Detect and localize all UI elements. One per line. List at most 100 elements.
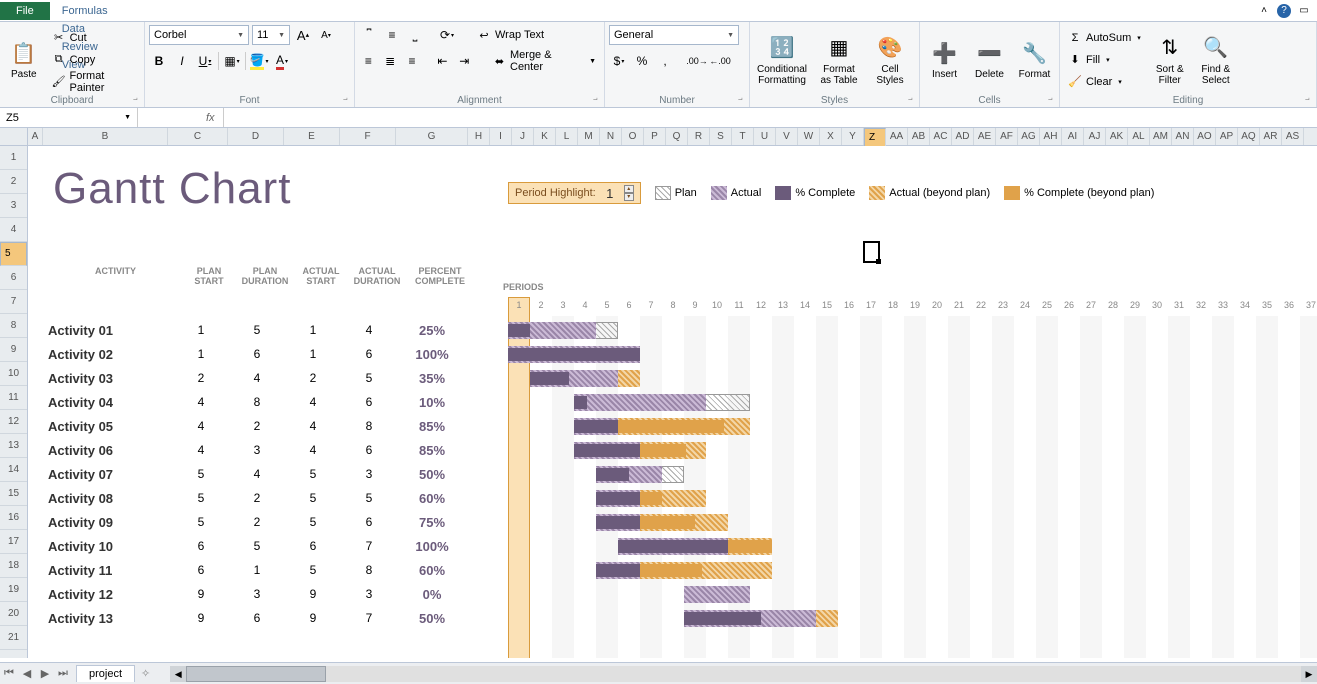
conditional-formatting-button[interactable]: 🔢Conditional Formatting bbox=[754, 25, 810, 94]
row-header-16[interactable]: 16 bbox=[0, 506, 27, 530]
row-header-17[interactable]: 17 bbox=[0, 530, 27, 554]
tab-nav-last[interactable]: ⏭ bbox=[54, 667, 72, 680]
row-header-6[interactable]: 6 bbox=[0, 266, 27, 290]
row-header-5[interactable]: 5 bbox=[0, 242, 27, 266]
row-header-11[interactable]: 11 bbox=[0, 386, 27, 410]
col-header-K[interactable]: K bbox=[534, 128, 556, 145]
col-header-G[interactable]: G bbox=[396, 128, 468, 145]
row-header-4[interactable]: 4 bbox=[0, 218, 27, 242]
align-right-button[interactable]: ≡ bbox=[403, 51, 422, 71]
col-header-B[interactable]: B bbox=[43, 128, 168, 145]
underline-button[interactable]: U bbox=[195, 51, 215, 71]
spin-down-button[interactable]: ▾ bbox=[624, 193, 634, 201]
col-header-E[interactable]: E bbox=[284, 128, 340, 145]
border-button[interactable]: ▦ bbox=[222, 51, 242, 71]
col-header-I[interactable]: I bbox=[490, 128, 512, 145]
format-as-table-button[interactable]: ▦Format as Table bbox=[814, 25, 864, 94]
col-header-A[interactable]: A bbox=[28, 128, 43, 145]
scroll-left-button[interactable]: ◀ bbox=[170, 666, 186, 682]
align-center-button[interactable]: ≣ bbox=[381, 51, 400, 71]
col-header-AF[interactable]: AF bbox=[996, 128, 1018, 145]
spin-up-button[interactable]: ▴ bbox=[624, 185, 634, 193]
col-header-AB[interactable]: AB bbox=[908, 128, 930, 145]
align-middle-button[interactable]: ≡ bbox=[382, 25, 402, 45]
tab-nav-first[interactable]: ⏮ bbox=[0, 667, 18, 680]
minimize-ribbon-icon[interactable]: ˄ bbox=[1257, 4, 1271, 18]
col-header-AK[interactable]: AK bbox=[1106, 128, 1128, 145]
col-header-U[interactable]: U bbox=[754, 128, 776, 145]
number-format-select[interactable]: General▼ bbox=[609, 25, 739, 45]
scroll-thumb[interactable] bbox=[186, 666, 326, 682]
font-name-select[interactable]: Corbel▼ bbox=[149, 25, 249, 45]
paste-button[interactable]: 📋 Paste bbox=[4, 25, 44, 94]
merge-center-button[interactable]: ⬌Merge & Center▼ bbox=[489, 51, 600, 71]
col-header-Q[interactable]: Q bbox=[666, 128, 688, 145]
row-header-9[interactable]: 9 bbox=[0, 338, 27, 362]
autosum-button[interactable]: ΣAutoSum▾ bbox=[1064, 28, 1145, 48]
col-header-S[interactable]: S bbox=[710, 128, 732, 145]
delete-cells-button[interactable]: ➖Delete bbox=[969, 25, 1010, 94]
orientation-button[interactable]: ⟳ bbox=[437, 25, 457, 45]
col-header-P[interactable]: P bbox=[644, 128, 666, 145]
find-select-button[interactable]: 🔍Find & Select bbox=[1195, 25, 1237, 94]
col-header-AH[interactable]: AH bbox=[1040, 128, 1062, 145]
sheet-tab[interactable]: project bbox=[76, 665, 135, 682]
new-sheet-button[interactable]: ✧ bbox=[141, 667, 150, 680]
col-header-C[interactable]: C bbox=[168, 128, 228, 145]
period-highlight-control[interactable]: Period Highlight: ▴ ▾ bbox=[508, 182, 641, 204]
col-header-R[interactable]: R bbox=[688, 128, 710, 145]
row-header-12[interactable]: 12 bbox=[0, 410, 27, 434]
tab-nav-prev[interactable]: ◀ bbox=[18, 667, 36, 680]
col-header-L[interactable]: L bbox=[556, 128, 578, 145]
increase-indent-button[interactable]: ⇥ bbox=[455, 51, 474, 71]
col-header-AE[interactable]: AE bbox=[974, 128, 996, 145]
comma-button[interactable]: , bbox=[655, 51, 675, 71]
fill-color-button[interactable]: 🪣 bbox=[249, 51, 269, 71]
col-header-H[interactable]: H bbox=[468, 128, 490, 145]
font-size-select[interactable]: 11▼ bbox=[252, 25, 290, 45]
col-header-AO[interactable]: AO bbox=[1194, 128, 1216, 145]
col-header-M[interactable]: M bbox=[578, 128, 600, 145]
col-header-F[interactable]: F bbox=[340, 128, 396, 145]
col-header-AQ[interactable]: AQ bbox=[1238, 128, 1260, 145]
col-header-D[interactable]: D bbox=[228, 128, 284, 145]
row-header-13[interactable]: 13 bbox=[0, 434, 27, 458]
name-box[interactable]: Z5▼ bbox=[0, 108, 138, 127]
col-header-AA[interactable]: AA bbox=[886, 128, 908, 145]
col-header-W[interactable]: W bbox=[798, 128, 820, 145]
col-header-V[interactable]: V bbox=[776, 128, 798, 145]
col-header-AN[interactable]: AN bbox=[1172, 128, 1194, 145]
col-header-AM[interactable]: AM bbox=[1150, 128, 1172, 145]
wrap-text-button[interactable]: ↩Wrap Text bbox=[473, 25, 548, 45]
tab-file[interactable]: File bbox=[0, 2, 50, 20]
row-header-14[interactable]: 14 bbox=[0, 458, 27, 482]
col-header-X[interactable]: X bbox=[820, 128, 842, 145]
fill-button[interactable]: ⬇Fill▾ bbox=[1064, 50, 1145, 70]
row-header-21[interactable]: 21 bbox=[0, 626, 27, 650]
row-header-8[interactable]: 8 bbox=[0, 314, 27, 338]
grow-font-button[interactable]: A▴ bbox=[293, 25, 313, 45]
align-bottom-button[interactable]: ⎵ bbox=[405, 25, 425, 45]
row-header-2[interactable]: 2 bbox=[0, 170, 27, 194]
accounting-button[interactable]: $ bbox=[609, 51, 629, 71]
row-header-3[interactable]: 3 bbox=[0, 194, 27, 218]
col-header-AC[interactable]: AC bbox=[930, 128, 952, 145]
align-left-button[interactable]: ≡ bbox=[359, 51, 378, 71]
row-header-15[interactable]: 15 bbox=[0, 482, 27, 506]
shrink-font-button[interactable]: A▾ bbox=[316, 25, 336, 45]
col-header-AS[interactable]: AS bbox=[1282, 128, 1304, 145]
cut-button[interactable]: ✂Cut bbox=[48, 28, 140, 48]
col-header-AG[interactable]: AG bbox=[1018, 128, 1040, 145]
window-icon[interactable]: ▭ bbox=[1297, 4, 1311, 18]
row-header-10[interactable]: 10 bbox=[0, 362, 27, 386]
tab-formulas[interactable]: Formulas bbox=[50, 2, 136, 20]
percent-button[interactable]: % bbox=[632, 51, 652, 71]
row-header-19[interactable]: 19 bbox=[0, 578, 27, 602]
row-header-18[interactable]: 18 bbox=[0, 554, 27, 578]
increase-decimal-button[interactable]: .00→ bbox=[687, 51, 707, 71]
period-highlight-input[interactable] bbox=[600, 186, 620, 201]
col-header-T[interactable]: T bbox=[732, 128, 754, 145]
bold-button[interactable]: B bbox=[149, 51, 169, 71]
formula-input[interactable] bbox=[224, 108, 1317, 127]
worksheet[interactable]: Gantt Chart Period Highlight: ▴ ▾ PlanAc… bbox=[28, 146, 1317, 658]
